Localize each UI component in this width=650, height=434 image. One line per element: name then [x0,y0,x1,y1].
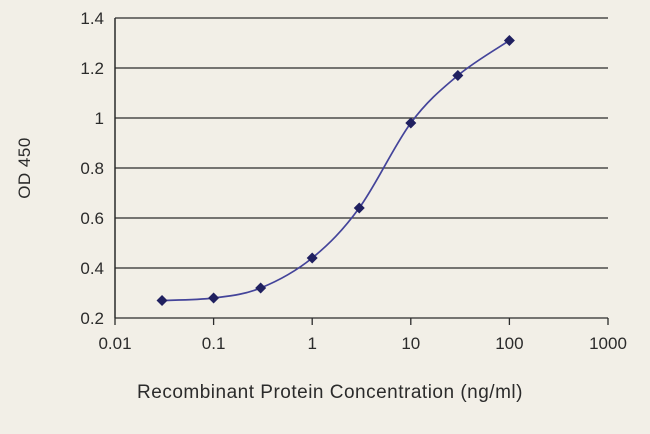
data-point-marker [255,282,267,294]
data-point-marker [306,252,318,264]
x-axis-title: Recombinant Protein Concentration (ng/ml… [137,382,523,403]
x-tick-label: 100 [495,334,523,353]
data-point-marker [208,292,220,304]
x-tick-label: 1 [307,334,316,353]
data-point-marker [452,70,464,81]
x-tick-label: 0.1 [202,334,226,353]
data-point-marker [156,295,168,306]
y-tick-label: 1 [95,109,104,128]
x-tick-label: 10 [401,334,420,353]
y-tick-label: 1.2 [80,59,104,78]
y-tick-label: 1.4 [80,9,104,28]
data-point-marker [503,35,515,46]
x-tick-label: 1000 [589,334,627,353]
y-tick-label: 0.4 [80,259,104,278]
y-axis-title: OD 450 [15,137,34,199]
y-tick-label: 0.2 [80,309,104,328]
y-tick-label: 0.6 [80,209,104,228]
data-point-marker [405,117,417,129]
data-point-marker [353,202,365,214]
y-tick-label: 0.8 [80,159,104,178]
series-line [161,39,510,302]
x-tick-label: 0.01 [98,334,131,353]
